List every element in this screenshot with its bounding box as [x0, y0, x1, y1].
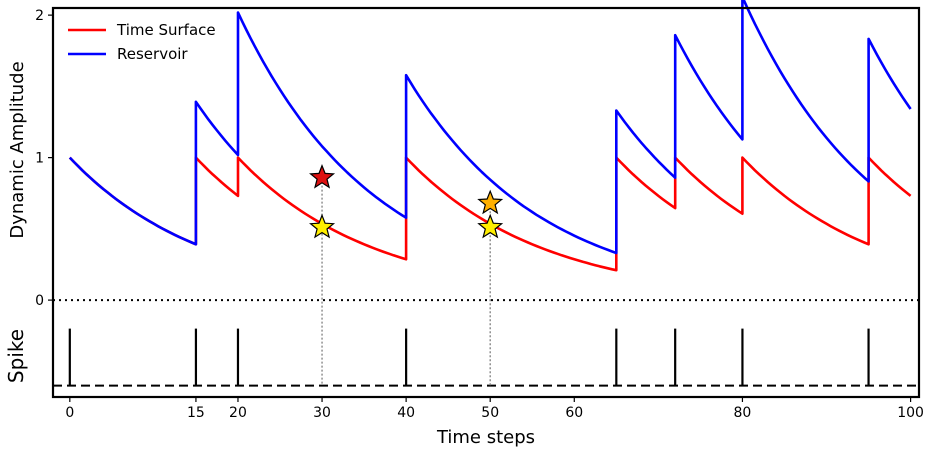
x-tick-label: 15: [187, 405, 205, 421]
star-marker: [309, 213, 336, 239]
x-axis-label: Time steps: [436, 427, 535, 448]
series-line-reservoir: [68, 0, 912, 255]
x-tick-label: 50: [481, 405, 499, 421]
spike-row-label: Spike: [4, 329, 28, 383]
x-tick-label: 0: [65, 405, 74, 421]
star-marker: [309, 163, 336, 189]
x-tick-label: 60: [565, 405, 583, 421]
x-tick-label: 80: [734, 405, 752, 421]
y-tick-label: 2: [35, 8, 44, 24]
y-axis-label: Dynamic Amplitude: [7, 61, 28, 238]
y-tick-label: 0: [35, 293, 44, 309]
axes: 0 15 20 30 40 50 60 80 100 0 1 2: [35, 6, 924, 421]
x-tick-label: 30: [313, 405, 331, 421]
y-tick-label: 1: [35, 151, 44, 167]
plot-frame: [51, 6, 921, 399]
legend-label-time-surface: Time Surface: [116, 21, 216, 39]
star-marker: [477, 213, 504, 239]
x-tick-label: 40: [397, 405, 415, 421]
legend: Time Surface Reservoir: [68, 21, 216, 63]
legend-label-reservoir: Reservoir: [117, 45, 188, 63]
star-marker: [477, 189, 504, 215]
x-tick-label: 100: [897, 405, 924, 421]
x-tick-label: 20: [229, 405, 247, 421]
plot-area: [53, 0, 919, 387]
